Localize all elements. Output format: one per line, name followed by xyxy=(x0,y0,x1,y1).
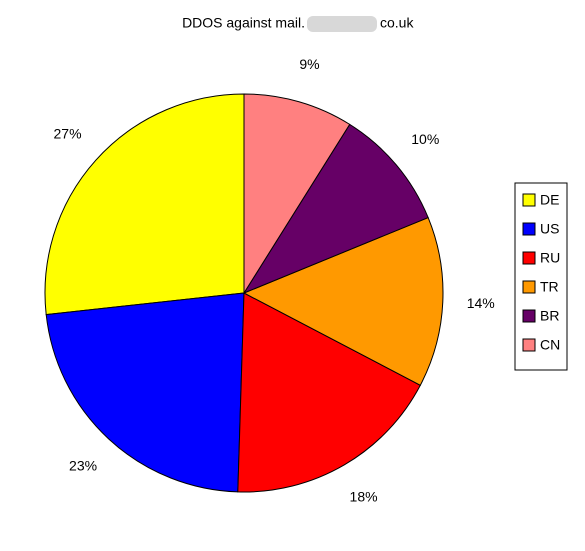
legend-swatch xyxy=(522,309,536,323)
legend-label: US xyxy=(540,221,559,237)
legend-swatch xyxy=(522,193,536,207)
pie-slice xyxy=(44,93,245,316)
legend-label: TR xyxy=(540,279,559,295)
legend-swatch xyxy=(522,280,536,294)
legend-label: DE xyxy=(540,192,559,208)
chart-title: co.uk xyxy=(380,15,414,31)
data-label: 9% xyxy=(299,56,319,72)
legend-swatch xyxy=(522,222,536,236)
pie-slice xyxy=(242,216,444,386)
blurred-text xyxy=(307,16,377,32)
chart-title: DDOS against mail. xyxy=(182,15,305,31)
pie-slice xyxy=(45,292,245,493)
legend-label: BR xyxy=(540,308,559,324)
data-label: 10% xyxy=(411,131,439,147)
pie-slice xyxy=(243,93,351,295)
data-label: 23% xyxy=(69,458,97,474)
pie-slice xyxy=(242,123,429,295)
legend-swatch xyxy=(522,338,536,352)
legend-label: CN xyxy=(540,337,560,353)
data-label: 27% xyxy=(54,125,82,141)
data-label: 18% xyxy=(350,488,378,504)
legend-label: RU xyxy=(540,250,560,266)
data-label: 14% xyxy=(467,295,495,311)
legend-swatch xyxy=(522,251,536,265)
pie-slice xyxy=(237,292,421,493)
